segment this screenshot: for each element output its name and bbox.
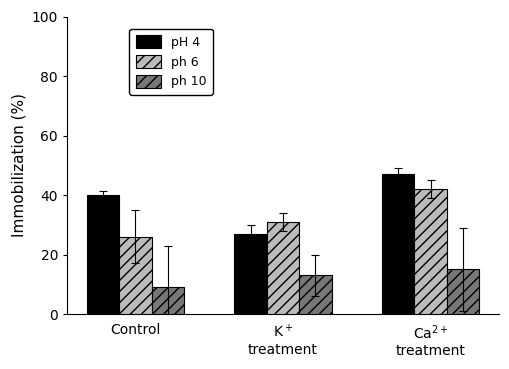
Bar: [119, 237, 151, 314]
Bar: [413, 189, 446, 314]
Bar: [87, 195, 119, 314]
Bar: [299, 275, 331, 314]
Bar: [151, 287, 184, 314]
Bar: [234, 234, 266, 314]
Legend: pH 4, ph 6, ph 10: pH 4, ph 6, ph 10: [129, 29, 212, 95]
Y-axis label: Immobilization (%): Immobilization (%): [11, 93, 26, 237]
Bar: [266, 222, 299, 314]
Bar: [381, 174, 413, 314]
Bar: [446, 269, 478, 314]
